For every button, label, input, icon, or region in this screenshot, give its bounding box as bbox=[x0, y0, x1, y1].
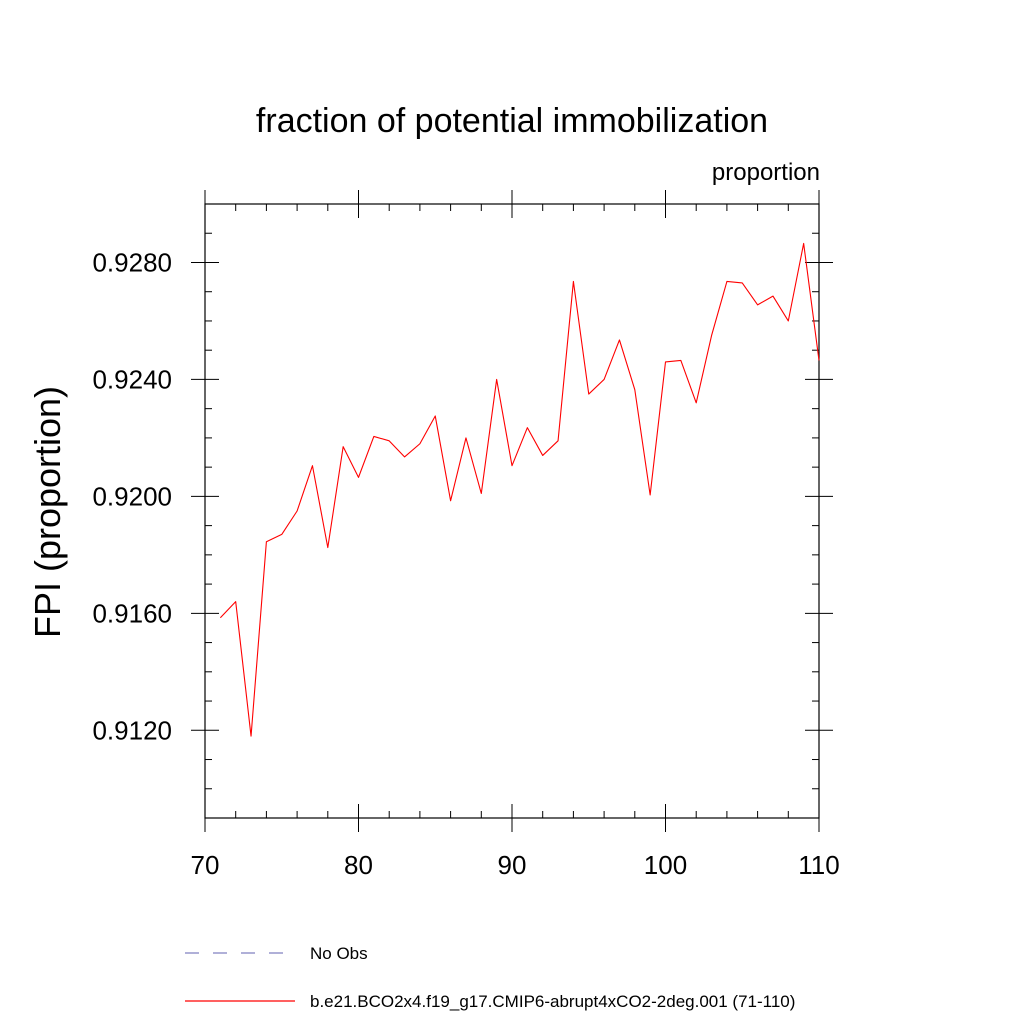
x-tick-label: 70 bbox=[191, 850, 220, 880]
axis-ticks bbox=[191, 190, 833, 832]
chart-title: fraction of potential immobilization bbox=[256, 102, 768, 140]
x-tick-label: 90 bbox=[498, 850, 527, 880]
y-axis-label: FPI (proportion) bbox=[27, 386, 68, 638]
legend: No Obs b.e21.BCO2x4.f19_g17.CMIP6-abrupt… bbox=[185, 944, 795, 1011]
y-tick-label: 0.9280 bbox=[92, 247, 172, 277]
legend-label-model: b.e21.BCO2x4.f19_g17.CMIP6-abrupt4xCO2-2… bbox=[310, 992, 795, 1011]
x-tick-label: 100 bbox=[644, 850, 687, 880]
legend-label-no-obs: No Obs bbox=[310, 944, 368, 963]
units-label: proportion bbox=[712, 159, 820, 186]
x-tick-label: 110 bbox=[798, 850, 839, 880]
y-tick-label: 0.9160 bbox=[92, 598, 172, 628]
tick-labels: 70 80 90 100 110 0.9120 0.9160 0.9200 0.9240 0.92… bbox=[92, 247, 839, 880]
y-tick-label: 0.9120 bbox=[92, 715, 172, 745]
series-group bbox=[219, 242, 820, 737]
series-line bbox=[219, 242, 820, 737]
y-tick-label: 0.9200 bbox=[92, 481, 172, 511]
y-tick-label: 0.9240 bbox=[92, 364, 172, 394]
x-tick-label: 80 bbox=[344, 850, 373, 880]
